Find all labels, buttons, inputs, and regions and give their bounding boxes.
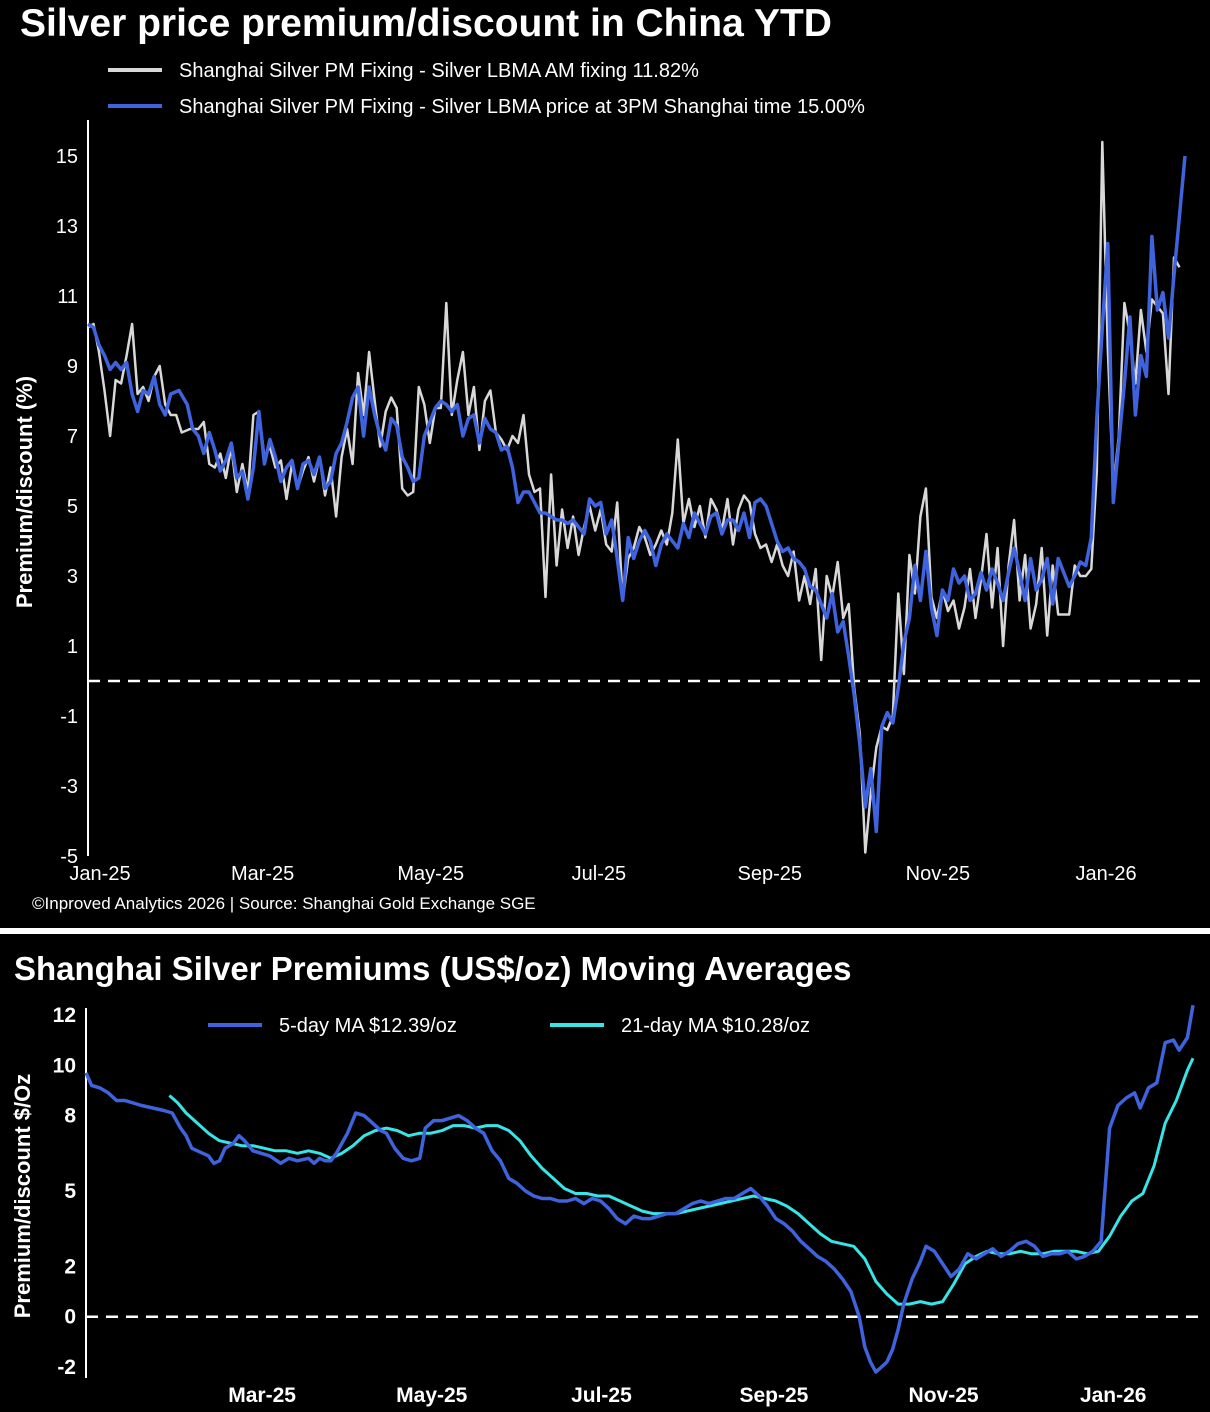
x-ticks: Jan-25 Mar-25 May-25 Jul-25 Sep-25 Nov-25 Jan-… — [69, 863, 1136, 885]
x-tick-label: Jan-26 — [1075, 863, 1136, 885]
x-tick-label: Mar-25 — [231, 863, 294, 885]
y-tick-label: 15 — [56, 146, 78, 168]
y-ticks: 12 10 8 5 2 0 -2 — [53, 1004, 77, 1379]
y-ticks: 15 13 11 9 7 5 3 1 -1 -3 -5 — [56, 146, 78, 868]
legend-label-3pm-price: Shanghai Silver PM Fixing - Silver LBMA … — [179, 96, 865, 118]
y-axis-label: Premium/discount $/Oz — [10, 1074, 35, 1319]
y-tick-label: -3 — [60, 776, 78, 798]
y-tick-label: 5 — [67, 496, 78, 518]
premium-chart-svg: Silver price premium/discount in China Y… — [12, 2, 1205, 913]
x-tick-label: Sep-25 — [738, 863, 803, 885]
y-tick-label: 3 — [67, 566, 78, 588]
legend-label-21day-ma: 21-day MA $10.28/oz — [621, 1015, 810, 1037]
x-tick-label: May-25 — [396, 1384, 468, 1407]
x-tick-label: Nov-25 — [909, 1384, 979, 1407]
y-tick-label: -5 — [60, 846, 78, 868]
y-tick-label: 9 — [67, 356, 78, 378]
chart-title: Shanghai Silver Premiums (US$/oz) Moving… — [14, 950, 851, 987]
series-am-fixing-line — [87, 140, 1181, 854]
x-tick-label: Mar-25 — [228, 1384, 296, 1407]
y-tick-label: -2 — [57, 1356, 76, 1379]
chart-panel-top: Silver price premium/discount in China Y… — [0, 0, 1210, 928]
series-5day-ma-line — [84, 1004, 1195, 1374]
chart-panel-bottom: Shanghai Silver Premiums (US$/oz) Moving… — [0, 934, 1210, 1412]
y-tick-label: 7 — [67, 426, 78, 448]
series-21day-ma-line — [168, 1057, 1195, 1306]
y-tick-label: 10 — [53, 1054, 76, 1077]
source-note: ©Inproved Analytics 2026 | Source: Shang… — [32, 894, 536, 913]
legend: 5-day MA $12.39/oz 21-day MA $10.28/oz — [208, 1015, 810, 1037]
x-tick-label: Jan-26 — [1080, 1384, 1147, 1407]
legend-label-am-fixing: Shanghai Silver PM Fixing - Silver LBMA … — [179, 60, 699, 82]
y-tick-label: 2 — [64, 1255, 76, 1278]
y-axis-label: Premium/discount (%) — [12, 376, 37, 608]
legend-label-5day-ma: 5-day MA $12.39/oz — [279, 1015, 457, 1037]
y-tick-label: 1 — [67, 636, 78, 658]
y-tick-label: 11 — [57, 286, 78, 308]
x-tick-label: Sep-25 — [739, 1384, 808, 1407]
y-tick-label: 12 — [53, 1004, 76, 1027]
legend: Shanghai Silver PM Fixing - Silver LBMA … — [108, 60, 865, 118]
x-tick-label: May-25 — [397, 863, 464, 885]
y-tick-label: 8 — [64, 1105, 76, 1128]
x-tick-label: Nov-25 — [906, 863, 970, 885]
x-tick-label: Jul-25 — [572, 863, 626, 885]
y-tick-label: 0 — [64, 1306, 76, 1329]
chart-title: Silver price premium/discount in China Y… — [20, 2, 832, 45]
x-ticks: Mar-25 May-25 Jul-25 Sep-25 Nov-25 Jan-26 — [228, 1384, 1146, 1407]
x-tick-label: Jul-25 — [571, 1384, 632, 1407]
y-tick-label: 5 — [64, 1180, 76, 1203]
y-tick-label: -1 — [60, 706, 78, 728]
x-tick-label: Jan-25 — [69, 863, 130, 885]
y-tick-label: 13 — [56, 216, 78, 238]
moving-averages-chart-svg: Shanghai Silver Premiums (US$/oz) Moving… — [10, 950, 1205, 1407]
series-3pm-price-line — [87, 155, 1187, 834]
